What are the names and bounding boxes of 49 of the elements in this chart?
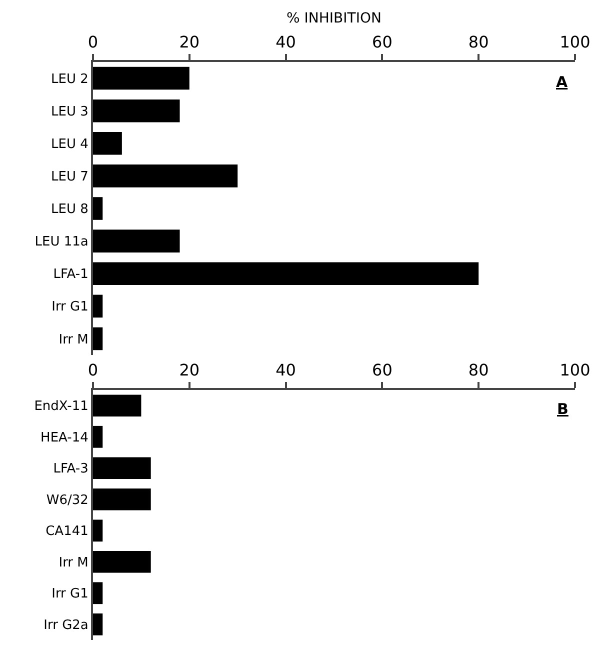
annotation: B [557,400,568,418]
y-tick-label: EndX-11 [34,399,88,414]
y-tick-label: Irr M [58,332,88,348]
x-tick-label: 80 [468,32,489,52]
y-tick-label: LEU 2 [51,72,88,87]
y-tick-label: CA141 [46,524,88,540]
x-tick-label: 0 [88,360,98,380]
bar [93,426,103,448]
bar [93,582,103,604]
annotation: A [556,73,568,91]
x-tick-label: 100 [560,32,590,52]
x-tick-label: 20 [179,32,200,52]
y-tick-label: LEU 7 [51,169,88,184]
bar [93,132,122,155]
x-tick-label: 60 [372,32,392,52]
bar [93,394,142,417]
bar [93,230,180,252]
x-tick-label: 80 [468,360,489,380]
y-tick-label: LFA-3 [53,462,88,477]
x-tick-label: 60 [372,360,392,380]
bar [93,613,103,636]
y-tick-label: LEU 11a [34,234,88,250]
bar [93,197,103,220]
bar [93,327,103,350]
x-tick-label: 40 [276,32,296,52]
y-tick-label: LEU 3 [51,104,88,120]
x-tick-label: 100 [560,360,590,380]
x-tick-label: 20 [179,360,200,380]
x-tick-label: 0 [88,32,98,52]
bar [93,66,190,90]
y-tick-label: LEU 4 [51,136,88,152]
x-tick-label: 40 [276,360,296,380]
y-tick-label: LFA-1 [53,267,88,282]
y-tick-label: Irr G1 [52,300,88,315]
y-tick-label: W6/32 [46,492,88,508]
y-tick-label: Irr G2a [44,618,88,633]
y-tick-label: HEA-14 [40,430,88,446]
bar [93,99,180,122]
x-axis-title: % INHIBITION [286,10,382,27]
bar [93,520,103,542]
y-tick-label: Irr G1 [52,586,88,602]
y-tick-label: LEU 8 [51,202,88,218]
y-tick-label: Irr M [58,555,88,570]
bar [93,262,479,286]
bar [93,457,151,480]
bar [93,488,151,510]
bar [93,550,151,573]
bar [93,294,103,318]
bar [93,164,238,188]
